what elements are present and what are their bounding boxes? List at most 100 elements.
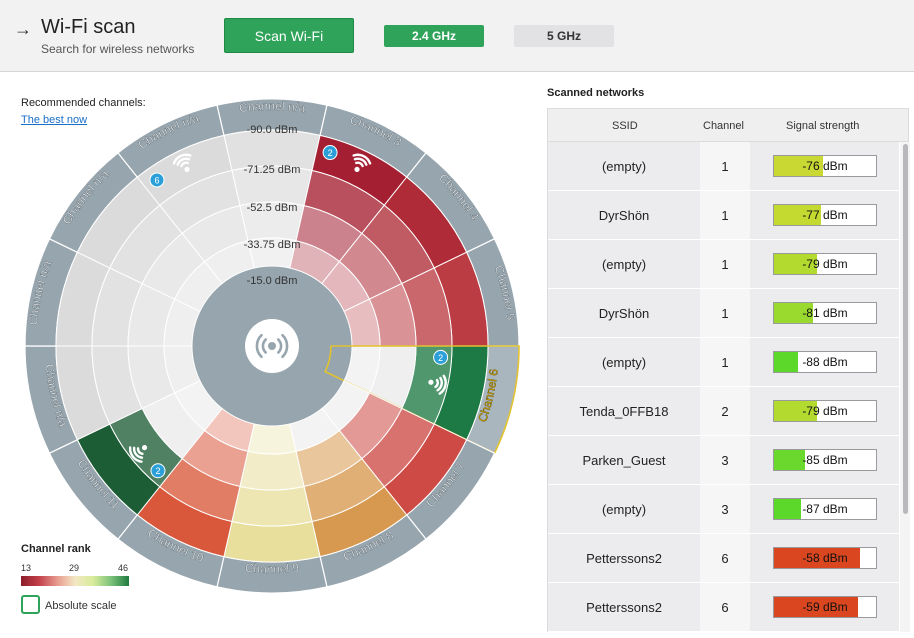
signal-meter: -58 dBm [773, 547, 877, 569]
wifi-wave [434, 378, 439, 389]
channel-rank-title: Channel rank [21, 543, 91, 555]
table-row[interactable]: DyrShön 1 -81 dBm [548, 289, 899, 338]
signal-value: -58 dBm [802, 551, 848, 565]
table-row[interactable]: Parken_Guest 3 -85 dBm [548, 436, 899, 485]
rank-gradient-bar [21, 576, 129, 586]
dbm-scale-label: -71.25 dBm [244, 164, 301, 176]
cell-channel: 2 [700, 387, 750, 435]
column-header-ssid[interactable]: SSID [612, 120, 638, 132]
wifi-icon [129, 445, 148, 463]
table-row[interactable]: Tenda_0FFB18 2 -79 dBm [548, 387, 899, 436]
channel-label[interactable]: Channel 9 [244, 560, 300, 576]
recommended-label: Recommended channels: [21, 97, 146, 109]
wifi-wave [436, 376, 443, 392]
network-count-text: 2 [155, 466, 160, 476]
channel-ring-band [247, 423, 297, 455]
back-arrow-icon[interactable]: → [14, 19, 32, 39]
wifi-wave [172, 153, 192, 165]
cell-signal: -79 dBm [750, 240, 899, 288]
signal-fill [774, 499, 801, 519]
signal-fill [774, 303, 813, 323]
cell-channel: 3 [700, 485, 750, 533]
broadcast-icon[interactable] [255, 333, 289, 359]
signal-meter: -81 dBm [773, 302, 877, 324]
cell-signal: -79 dBm [750, 387, 899, 435]
wifi-wave [176, 157, 191, 166]
absolute-scale-checkbox[interactable] [21, 595, 40, 614]
wifi-wave [132, 446, 144, 459]
table-row[interactable]: DyrShön 1 -77 dBm [548, 191, 899, 240]
table-row[interactable]: (empty) 1 -88 dBm [548, 338, 899, 387]
table-scrollbar[interactable] [900, 142, 910, 632]
signal-fill [774, 254, 817, 274]
cell-ssid: DyrShön [548, 289, 700, 337]
cell-channel: 6 [700, 583, 750, 631]
channel-ring-band [239, 450, 305, 491]
column-header-channel[interactable]: Channel [703, 120, 744, 132]
broadcast-wave [255, 333, 263, 359]
signal-fill [774, 205, 821, 225]
cell-signal: -77 dBm [750, 191, 899, 239]
wifi-dot [428, 379, 434, 385]
table-header: SSID Channel Signal strength [547, 108, 909, 142]
wifi-dot [354, 166, 360, 173]
table-row[interactable]: (empty) 3 -87 dBm [548, 485, 899, 534]
channel-label-text: Channel 9 [244, 560, 300, 576]
rank-min: 13 [21, 563, 32, 573]
wifi-wave [129, 446, 143, 463]
band-24ghz-button[interactable]: 2.4 GHz [384, 25, 484, 47]
channel-label[interactable]: Channel n/a [238, 99, 306, 116]
rank-mid: 29 [69, 563, 80, 573]
wifi-dot [141, 445, 148, 451]
column-header-signal[interactable]: Signal strength [786, 120, 860, 132]
cell-ssid: (empty) [548, 240, 700, 288]
cell-channel: 1 [700, 142, 750, 190]
signal-value: -79 dBm [802, 257, 848, 271]
cell-channel: 1 [700, 240, 750, 288]
signal-meter: -87 dBm [773, 498, 877, 520]
wifi-wave [438, 374, 447, 395]
scrollbar-thumb[interactable] [903, 144, 908, 514]
cell-ssid: Parken_Guest [548, 436, 700, 484]
signal-meter: -79 dBm [773, 253, 877, 275]
best-now-link[interactable]: The best now [21, 114, 88, 126]
signal-value: -81 dBm [802, 306, 848, 320]
signal-value: -79 dBm [802, 404, 848, 418]
signal-meter: -79 dBm [773, 400, 877, 422]
network-count-badge [150, 463, 166, 479]
signal-meter: -85 dBm [773, 449, 877, 471]
wifi-icon [172, 153, 192, 173]
channel-label-text: Channel n/a [238, 99, 306, 116]
signal-fill [774, 597, 858, 617]
signal-fill [774, 156, 823, 176]
signal-meter: -59 dBm [773, 596, 877, 618]
table-row[interactable]: Petterssons2 6 -59 dBm [548, 583, 899, 632]
cell-signal: -88 dBm [750, 338, 899, 386]
rank-max: 46 [118, 563, 129, 573]
signal-fill [774, 352, 798, 372]
band-5ghz-button[interactable]: 5 GHz [514, 25, 614, 47]
signal-fill [774, 401, 817, 421]
table-row[interactable]: (empty) 1 -79 dBm [548, 240, 899, 289]
table-row[interactable]: (empty) 1 -76 dBm [548, 142, 899, 191]
cell-ssid: (empty) [548, 485, 700, 533]
table-row[interactable]: Petterssons2 6 -58 dBm [548, 534, 899, 583]
cell-ssid: (empty) [548, 142, 700, 190]
wifi-icon [428, 374, 447, 395]
scan-wifi-button[interactable]: Scan Wi-Fi [224, 18, 354, 53]
signal-value: -76 dBm [802, 159, 848, 173]
cell-channel: 3 [700, 436, 750, 484]
cell-channel: 1 [700, 289, 750, 337]
broadcast-wave [261, 338, 267, 354]
dbm-scale-label: -90.0 dBm [247, 124, 298, 136]
wifi-wave [352, 153, 372, 165]
wifi-wave [355, 161, 364, 168]
page-title: Wi-Fi scan [41, 16, 136, 38]
cell-signal: -81 dBm [750, 289, 899, 337]
network-count-text: 6 [154, 175, 159, 185]
cell-ssid: (empty) [548, 338, 700, 386]
cell-ssid: Tenda_0FFB18 [548, 387, 700, 435]
dbm-scale-label: -52.5 dBm [247, 202, 298, 214]
cell-ssid: Petterssons2 [548, 534, 700, 582]
